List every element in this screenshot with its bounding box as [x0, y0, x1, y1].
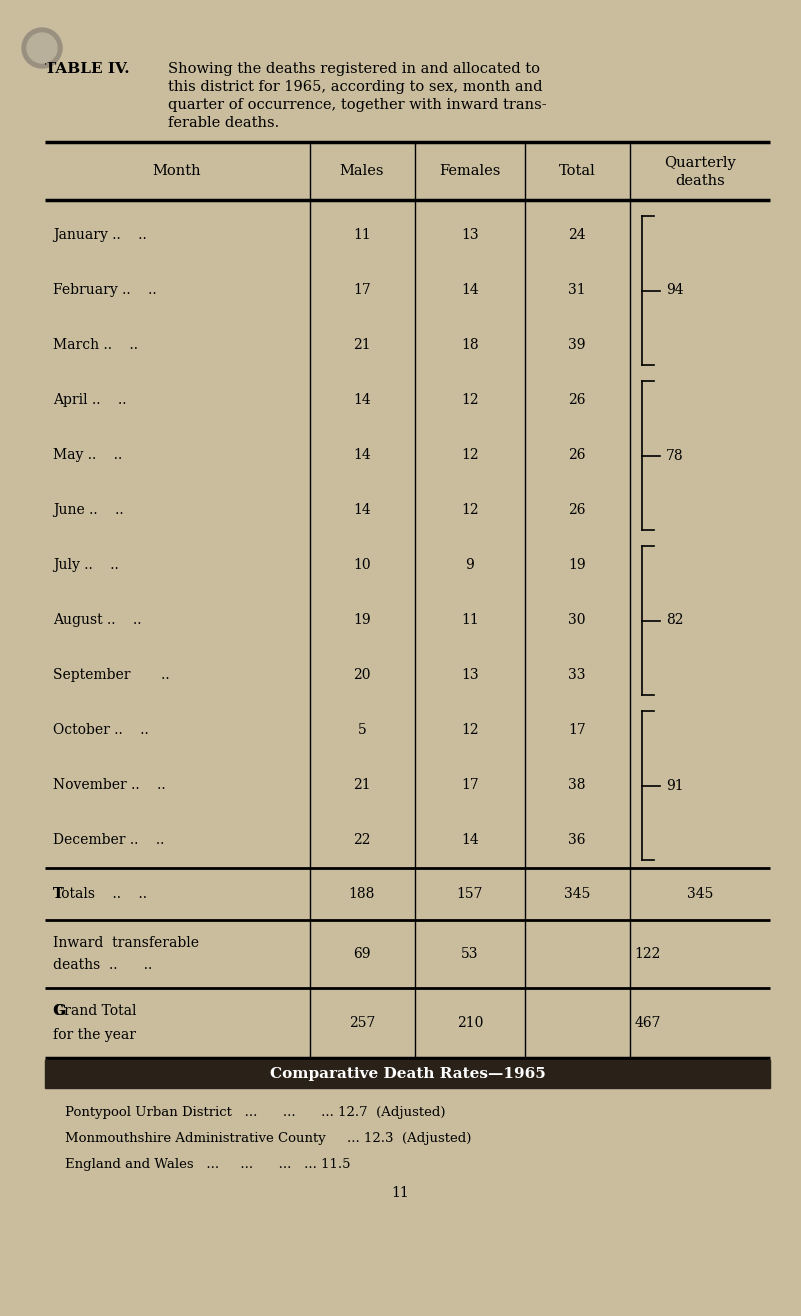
Text: 5: 5	[357, 722, 366, 737]
Text: deaths  ..      ..: deaths .. ..	[53, 958, 152, 973]
Text: 467: 467	[634, 1016, 661, 1030]
Text: Total: Total	[558, 164, 595, 178]
Text: ferable deaths.: ferable deaths.	[168, 116, 280, 130]
Text: 91: 91	[666, 779, 683, 792]
Text: 10: 10	[353, 558, 371, 572]
Text: Comparative Death Rates—1965: Comparative Death Rates—1965	[270, 1067, 545, 1080]
Text: 13: 13	[461, 669, 479, 682]
Text: 53: 53	[461, 948, 479, 961]
Text: Males: Males	[340, 164, 384, 178]
Text: 9: 9	[465, 558, 474, 572]
Text: 24: 24	[568, 228, 586, 242]
Text: 17: 17	[353, 283, 371, 297]
Text: 19: 19	[568, 558, 586, 572]
Text: 11: 11	[353, 228, 371, 242]
Text: Pontypool Urban District   ...      ...      ... 12.7  (Adjusted): Pontypool Urban District ... ... ... 12.…	[65, 1105, 445, 1119]
Text: Grand Total: Grand Total	[53, 1004, 136, 1019]
Text: 69: 69	[353, 948, 371, 961]
Text: December ..    ..: December .. ..	[53, 833, 164, 848]
Text: Month: Month	[153, 164, 201, 178]
Text: 14: 14	[461, 283, 479, 297]
Text: T: T	[53, 887, 64, 901]
Text: 12: 12	[461, 447, 479, 462]
Text: August ..    ..: August .. ..	[53, 613, 142, 626]
Text: 78: 78	[666, 449, 683, 462]
Text: September       ..: September ..	[53, 669, 170, 682]
Text: 82: 82	[666, 613, 683, 628]
Text: Totals    ..    ..: Totals .. ..	[53, 887, 147, 901]
Text: 94: 94	[666, 283, 683, 297]
Text: G: G	[53, 1004, 66, 1019]
Text: 210: 210	[457, 1016, 483, 1030]
Text: 26: 26	[568, 393, 586, 407]
Text: 14: 14	[353, 503, 371, 517]
Text: 14: 14	[353, 393, 371, 407]
Text: 14: 14	[353, 447, 371, 462]
Text: 14: 14	[461, 833, 479, 848]
Text: England and Wales   ...     ...      ...   ... 11.5: England and Wales ... ... ... ... 11.5	[65, 1158, 351, 1171]
Text: October ..    ..: October .. ..	[53, 722, 149, 737]
Text: 38: 38	[568, 778, 586, 792]
Text: 26: 26	[568, 447, 586, 462]
Text: 188: 188	[348, 887, 375, 901]
Text: 33: 33	[568, 669, 586, 682]
Text: 257: 257	[348, 1016, 375, 1030]
Text: 19: 19	[353, 613, 371, 626]
Text: TABLE IV.: TABLE IV.	[45, 62, 130, 76]
Text: May ..    ..: May .. ..	[53, 447, 123, 462]
Text: 39: 39	[568, 338, 586, 351]
Text: 345: 345	[564, 887, 590, 901]
Text: 13: 13	[461, 228, 479, 242]
Text: 21: 21	[353, 778, 371, 792]
Text: 17: 17	[568, 722, 586, 737]
Text: Quarterly: Quarterly	[664, 157, 736, 170]
Text: January ..    ..: January .. ..	[53, 228, 147, 242]
Text: quarter of occurrence, together with inward trans-: quarter of occurrence, together with inw…	[168, 97, 546, 112]
Circle shape	[22, 28, 62, 68]
Text: 12: 12	[461, 393, 479, 407]
Text: 11: 11	[461, 613, 479, 626]
Text: April ..    ..: April .. ..	[53, 393, 127, 407]
Text: for the year: for the year	[53, 1028, 136, 1042]
Text: 122: 122	[634, 948, 661, 961]
Text: Inward  transferable: Inward transferable	[53, 936, 199, 950]
Text: November ..    ..: November .. ..	[53, 778, 166, 792]
Text: 11: 11	[392, 1186, 409, 1200]
Text: 20: 20	[353, 669, 371, 682]
Text: February ..    ..: February .. ..	[53, 283, 157, 297]
Text: July ..    ..: July .. ..	[53, 558, 119, 572]
Text: 157: 157	[457, 887, 483, 901]
Text: 36: 36	[568, 833, 586, 848]
Text: 17: 17	[461, 778, 479, 792]
Text: 345: 345	[686, 887, 713, 901]
Text: Showing the deaths registered in and allocated to: Showing the deaths registered in and all…	[168, 62, 540, 76]
Text: 31: 31	[568, 283, 586, 297]
Text: 26: 26	[568, 503, 586, 517]
Circle shape	[27, 33, 57, 63]
Text: 12: 12	[461, 503, 479, 517]
Text: 12: 12	[461, 722, 479, 737]
Bar	[45, 1059, 770, 1088]
Text: this district for 1965, according to sex, month and: this district for 1965, according to sex…	[168, 80, 542, 93]
Text: 18: 18	[461, 338, 479, 351]
Text: June ..    ..: June .. ..	[53, 503, 123, 517]
Text: Monmouthshire Administrative County     ... 12.3  (Adjusted): Monmouthshire Administrative County ... …	[65, 1132, 471, 1145]
Text: March ..    ..: March .. ..	[53, 338, 138, 351]
Text: 21: 21	[353, 338, 371, 351]
Text: deaths: deaths	[675, 174, 725, 188]
Text: 22: 22	[353, 833, 371, 848]
Text: 30: 30	[568, 613, 586, 626]
Text: Females: Females	[439, 164, 501, 178]
